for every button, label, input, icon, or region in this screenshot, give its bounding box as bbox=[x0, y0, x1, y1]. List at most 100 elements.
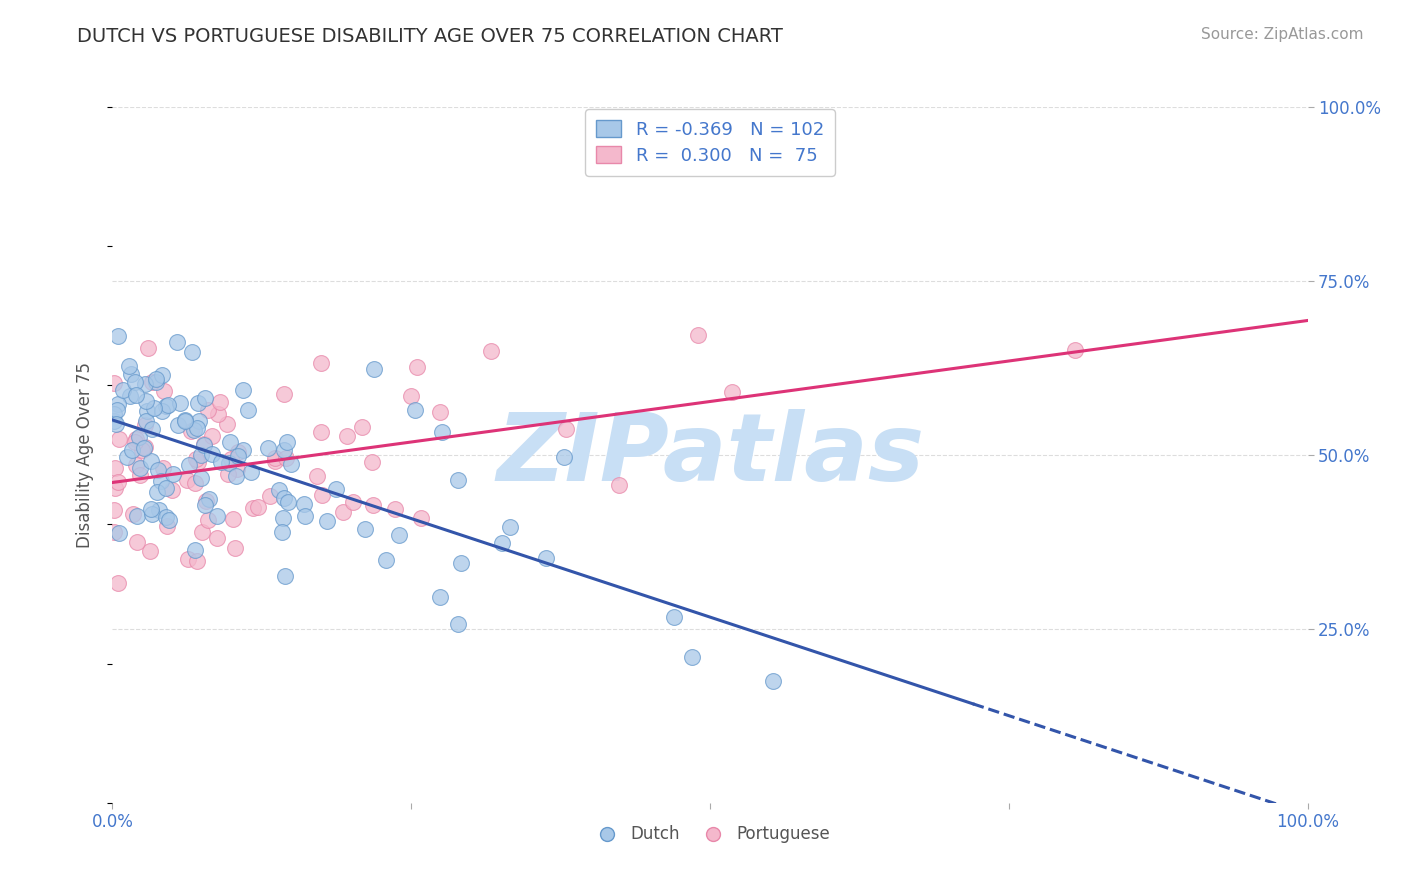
Point bbox=[276, 434, 298, 448]
Point bbox=[332, 458, 354, 473]
Point bbox=[294, 554, 316, 568]
Point bbox=[1063, 300, 1085, 314]
Text: ZIPatlas: ZIPatlas bbox=[496, 409, 924, 501]
Point bbox=[146, 308, 169, 322]
Point bbox=[209, 423, 232, 437]
Y-axis label: Disability Age Over 75: Disability Age Over 75 bbox=[76, 362, 94, 548]
Point bbox=[103, 446, 125, 460]
Point bbox=[411, 415, 433, 429]
Point bbox=[118, 479, 141, 493]
Point bbox=[149, 430, 172, 444]
Point bbox=[311, 431, 333, 445]
Point bbox=[139, 467, 162, 481]
Point bbox=[336, 459, 359, 474]
Point bbox=[553, 467, 575, 482]
Point bbox=[240, 474, 263, 488]
Point bbox=[159, 365, 181, 379]
Point bbox=[187, 401, 209, 415]
Point bbox=[404, 522, 426, 536]
Point bbox=[232, 459, 254, 474]
Point bbox=[155, 505, 177, 519]
Point bbox=[138, 534, 160, 549]
Point bbox=[555, 368, 578, 382]
Point bbox=[169, 418, 191, 433]
Point bbox=[207, 388, 229, 402]
Point bbox=[354, 486, 377, 500]
Point bbox=[205, 520, 228, 534]
Point bbox=[224, 502, 246, 516]
Point bbox=[105, 444, 128, 458]
Point bbox=[108, 484, 131, 499]
Point bbox=[103, 384, 125, 399]
Point bbox=[197, 417, 219, 432]
Point bbox=[187, 513, 209, 527]
Point bbox=[155, 427, 177, 442]
Point bbox=[721, 431, 744, 445]
Point bbox=[219, 506, 242, 520]
Point bbox=[107, 569, 129, 583]
Point bbox=[228, 423, 250, 437]
Point bbox=[156, 471, 179, 485]
Point bbox=[103, 535, 125, 549]
Point bbox=[311, 509, 333, 524]
Point bbox=[135, 457, 157, 471]
Point bbox=[242, 521, 264, 535]
Point bbox=[325, 410, 347, 425]
Point bbox=[191, 376, 214, 391]
Point bbox=[142, 481, 165, 495]
Point bbox=[274, 546, 297, 560]
Point bbox=[246, 448, 269, 462]
Point bbox=[115, 403, 138, 417]
Point bbox=[179, 431, 201, 445]
Point bbox=[103, 451, 125, 466]
Point bbox=[264, 438, 287, 452]
Point bbox=[479, 455, 502, 469]
Point bbox=[141, 405, 163, 419]
Point bbox=[160, 483, 183, 497]
Point bbox=[125, 464, 148, 478]
Point bbox=[662, 591, 685, 606]
Point bbox=[274, 386, 297, 401]
Point bbox=[183, 512, 205, 526]
Point bbox=[118, 415, 141, 429]
Point bbox=[607, 363, 630, 377]
Point bbox=[388, 570, 411, 584]
Point bbox=[128, 467, 150, 481]
Point bbox=[107, 463, 129, 477]
Point bbox=[128, 409, 150, 423]
Point bbox=[135, 505, 157, 519]
Point bbox=[125, 418, 148, 433]
Point bbox=[360, 397, 382, 411]
Point bbox=[681, 582, 703, 596]
Point bbox=[201, 470, 224, 484]
Point bbox=[156, 400, 179, 414]
Point bbox=[187, 417, 209, 431]
Point bbox=[208, 427, 231, 442]
Point bbox=[131, 503, 153, 517]
Point bbox=[122, 411, 145, 425]
Point bbox=[150, 414, 173, 428]
Point bbox=[125, 435, 148, 450]
Point bbox=[111, 370, 134, 384]
Point bbox=[174, 526, 197, 541]
Point bbox=[375, 501, 398, 516]
Point bbox=[105, 370, 128, 384]
Point bbox=[148, 482, 170, 496]
Point bbox=[450, 524, 472, 539]
Point bbox=[176, 404, 198, 418]
Point bbox=[135, 471, 157, 485]
Point bbox=[136, 544, 159, 558]
Point bbox=[145, 375, 167, 389]
Point bbox=[173, 486, 195, 500]
Point bbox=[103, 519, 125, 533]
Point bbox=[201, 440, 224, 454]
Point bbox=[124, 398, 146, 412]
Point bbox=[166, 508, 188, 522]
Point bbox=[277, 566, 299, 581]
Point bbox=[226, 443, 249, 458]
Point bbox=[267, 524, 290, 538]
Point bbox=[190, 428, 212, 442]
Point bbox=[294, 516, 316, 531]
Point bbox=[363, 445, 385, 459]
Point bbox=[134, 491, 156, 505]
